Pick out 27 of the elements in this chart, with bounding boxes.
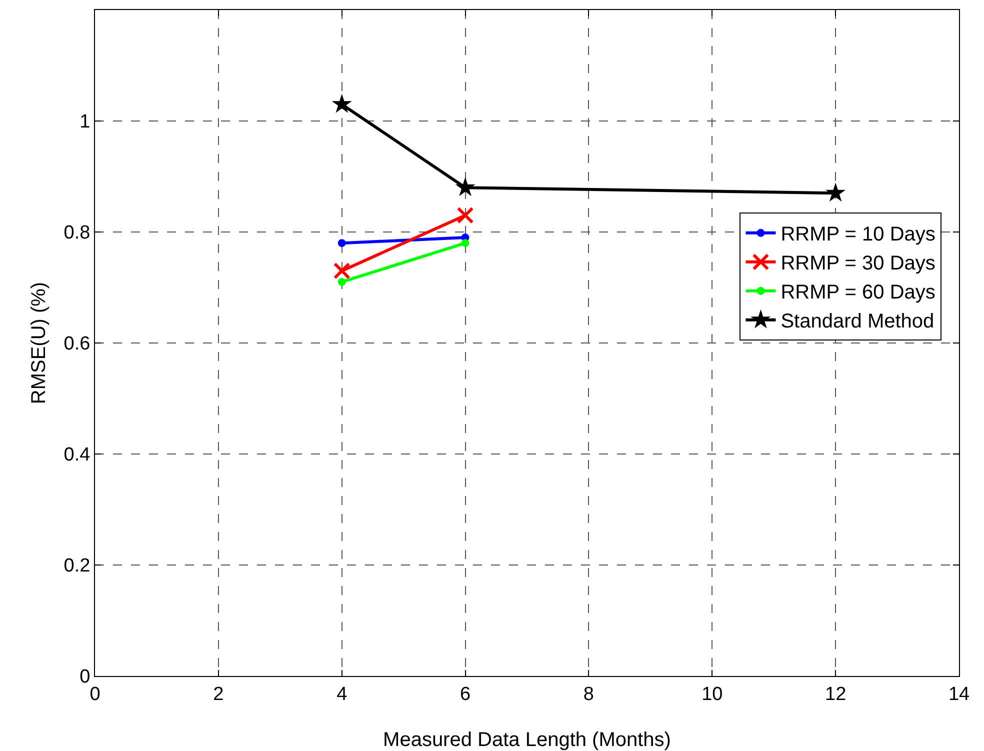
legend-label: Standard Method	[780, 310, 934, 333]
y-axis-title: RMSE(U) (%)	[28, 282, 50, 404]
y-tick-label: 0.2	[64, 556, 90, 577]
x-tick-label: 14	[948, 684, 970, 705]
point	[333, 262, 350, 280]
point	[826, 182, 846, 202]
point	[332, 94, 352, 113]
point	[338, 278, 346, 286]
x-tick-label: 10	[702, 684, 723, 705]
y-tick-label: 1	[80, 112, 90, 133]
y-tick-label: 0.8	[64, 222, 90, 244]
legend-label: RRMP = 10 Days	[780, 224, 936, 246]
x-tick-label: 8	[583, 684, 594, 705]
x-axis-title: Measured Data Length (Months)	[383, 729, 671, 751]
legend-label: RRMP = 30 Days	[780, 252, 936, 275]
point	[338, 239, 346, 248]
y-tick-label: 0	[80, 666, 90, 688]
y-tick-label: 0.4	[64, 444, 91, 466]
point	[456, 206, 474, 224]
x-tick-label: 6	[460, 684, 471, 705]
y-tick-label: 0.6	[64, 334, 90, 355]
x-tick-label: 4	[336, 684, 348, 705]
point	[455, 177, 476, 196]
x-tick-label: 2	[213, 684, 224, 705]
x-tick-label: 12	[825, 684, 846, 705]
point	[461, 239, 470, 248]
legend-label: RRMP = 60 Days	[780, 282, 936, 304]
